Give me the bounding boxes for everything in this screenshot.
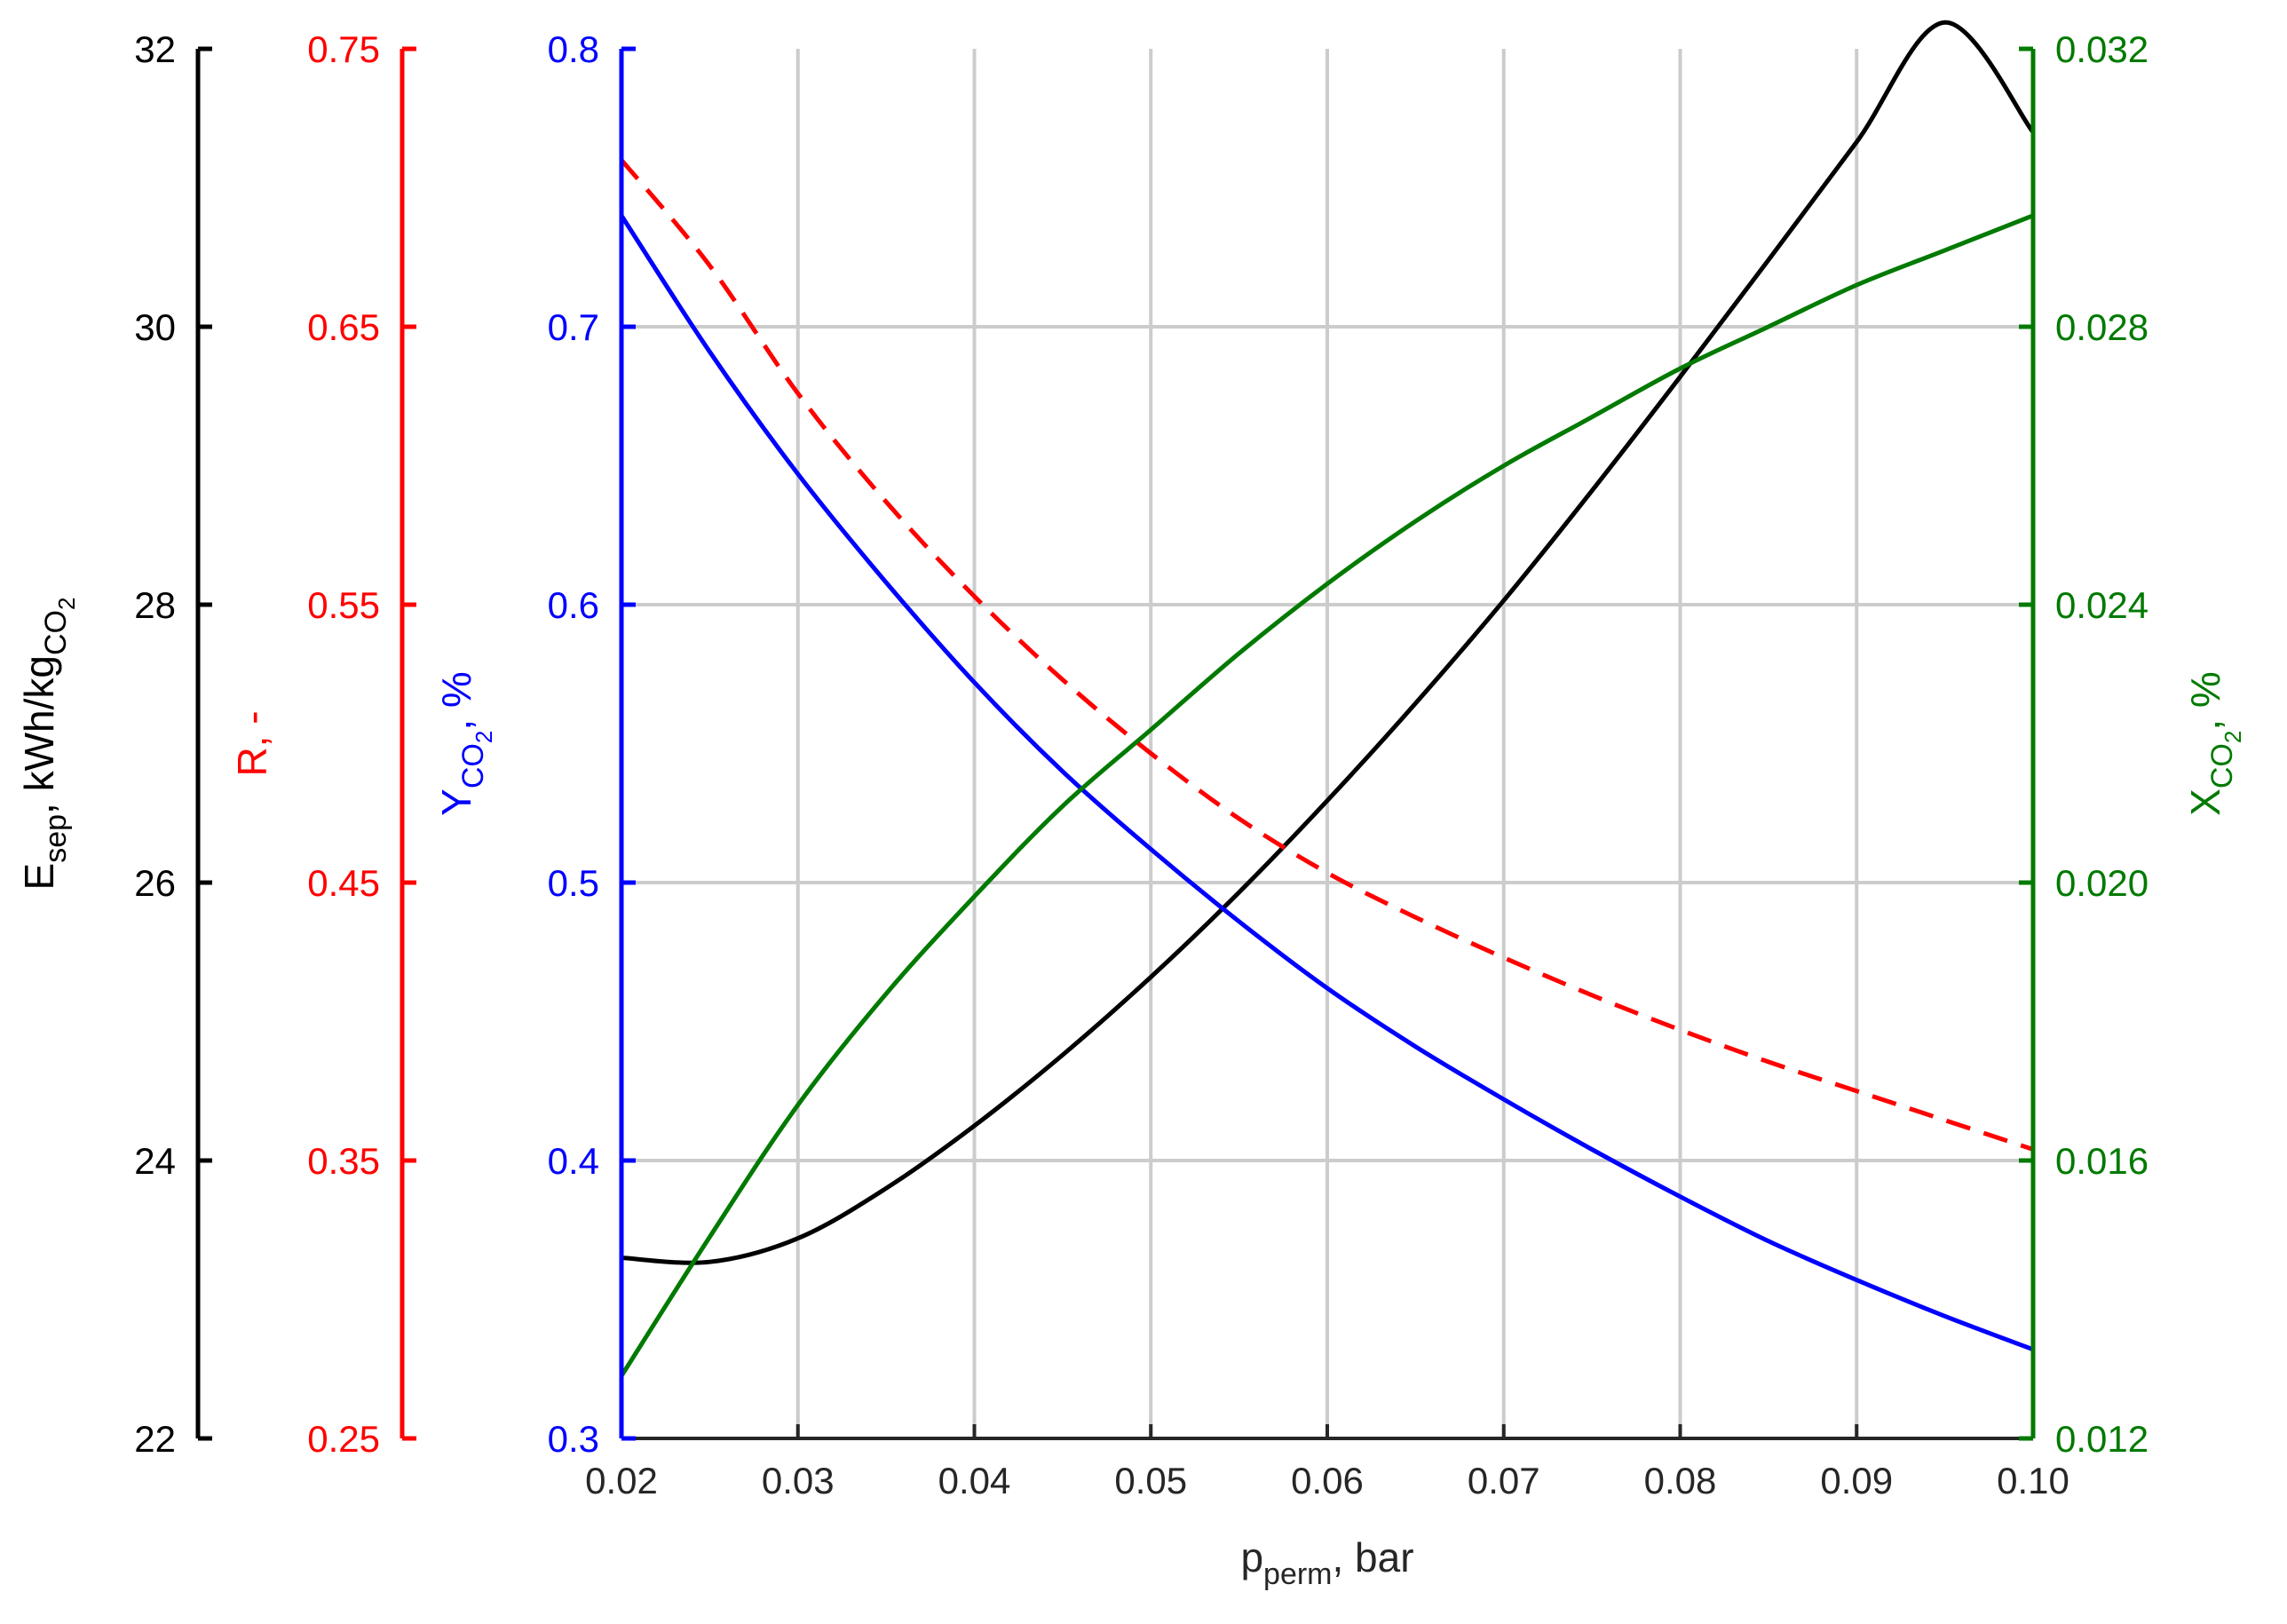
grid-layer	[621, 49, 2033, 1438]
x-tick-label: 0.03	[762, 1460, 835, 1501]
y-axis-label-yco2: YCO2, %	[433, 671, 497, 816]
x-tick-label: 0.08	[1644, 1460, 1717, 1501]
x-tick-label: 0.06	[1291, 1460, 1364, 1501]
y-tick-label-yco2: 0.3	[548, 1418, 599, 1460]
y-tick-label-xco2: 0.024	[2055, 584, 2149, 626]
series-line-esep	[621, 20, 2035, 1265]
labels-layer: pperm, bar Esep, kWh/kgCO2 R, - YCO2, % XCO2…	[16, 598, 2246, 1591]
x-tick-label: 0.10	[1997, 1460, 2069, 1501]
axes-layer: 0.02 0.03 0.04 0.05 0.06 0.07 0.08 0.09 0.10 22 24…	[134, 28, 2149, 1501]
y-tick-label-r: 0.55	[307, 584, 380, 626]
y-tick-label-xco2: 0.012	[2055, 1418, 2149, 1460]
y-tick-label-esep: 26	[134, 862, 176, 904]
x-tick-label: 0.02	[585, 1460, 658, 1501]
y-tick-label-esep: 22	[134, 1418, 176, 1460]
y-tick-label-r: 0.25	[307, 1418, 380, 1460]
y-tick-label-yco2: 0.4	[548, 1140, 599, 1182]
x-tick-label: 0.09	[1820, 1460, 1893, 1501]
y-tick-label-xco2: 0.016	[2055, 1140, 2149, 1182]
y-axis-label-esep: Esep, kWh/kgCO2	[16, 598, 80, 891]
y-tick-label-r: 0.75	[307, 28, 380, 70]
y-tick-label-r: 0.65	[307, 306, 380, 348]
x-axis-label: pperm, bar	[1240, 1534, 1413, 1591]
y-tick-label-esep: 24	[134, 1140, 176, 1182]
series-line-xco2	[619, 213, 2034, 1377]
y-tick-label-yco2: 0.6	[548, 584, 599, 626]
y-tick-label-esep: 30	[134, 306, 176, 348]
x-tick-label: 0.07	[1468, 1460, 1540, 1501]
series-layer	[619, 20, 2035, 1377]
series-line-yco2	[619, 214, 2034, 1352]
x-tick-label: 0.04	[938, 1460, 1011, 1501]
y-axis-label-xco2: XCO2, %	[2182, 671, 2246, 816]
y-tick-label-esep: 32	[134, 28, 176, 70]
y-tick-label-r: 0.45	[307, 862, 380, 904]
series-line-r	[620, 158, 2034, 1152]
y-tick-label-xco2: 0.032	[2055, 28, 2149, 70]
y-tick-label-esep: 28	[134, 584, 176, 626]
x-tick-label: 0.05	[1114, 1460, 1187, 1501]
y-axis-label-r: R, -	[229, 710, 275, 776]
y-tick-label-xco2: 0.020	[2055, 862, 2149, 904]
y-tick-label-yco2: 0.5	[548, 862, 599, 904]
y-tick-label-xco2: 0.028	[2055, 306, 2149, 348]
y-tick-label-yco2: 0.8	[548, 28, 599, 70]
y-tick-label-yco2: 0.7	[548, 306, 599, 348]
y-tick-label-r: 0.35	[307, 1140, 380, 1182]
